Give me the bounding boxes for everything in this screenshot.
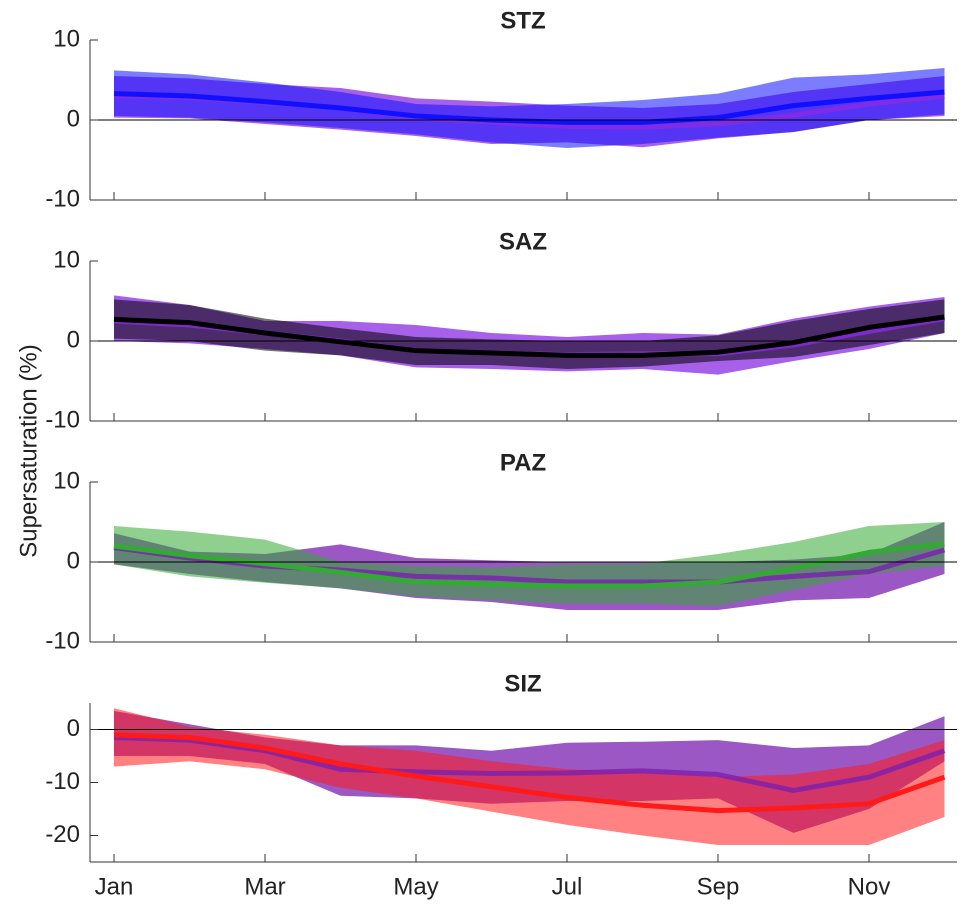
y-tick-label: 10 bbox=[53, 25, 80, 52]
panel-title: SAZ bbox=[499, 228, 547, 255]
x-tick-label: Nov bbox=[848, 873, 891, 900]
panel-title: SIZ bbox=[504, 670, 541, 697]
mean-line bbox=[113, 314, 945, 358]
x-tick-label: Mar bbox=[244, 873, 285, 900]
x-tick-label: Sep bbox=[697, 873, 740, 900]
band bbox=[114, 299, 945, 369]
panel-title: PAZ bbox=[500, 449, 546, 476]
y-tick-label: 0 bbox=[67, 547, 80, 574]
band bbox=[114, 68, 945, 148]
mean-line bbox=[113, 89, 945, 125]
y-tick-label: 0 bbox=[67, 326, 80, 353]
y-tick-label: 0 bbox=[67, 105, 80, 132]
y-tick-label: -10 bbox=[45, 768, 80, 795]
y-tick-label: -10 bbox=[45, 627, 80, 654]
mean-line bbox=[113, 732, 946, 814]
band bbox=[114, 522, 945, 606]
y-axis-label: Supersaturation (%) bbox=[15, 344, 42, 557]
x-tick-label: Jan bbox=[95, 873, 134, 900]
x-tick-label: May bbox=[393, 873, 438, 900]
panel-title: STZ bbox=[500, 7, 545, 34]
y-tick-label: 10 bbox=[53, 467, 80, 494]
y-tick-label: 0 bbox=[67, 715, 80, 742]
y-tick-label: 10 bbox=[53, 246, 80, 273]
mean-line bbox=[113, 734, 946, 793]
y-tick-label: -20 bbox=[45, 821, 80, 848]
band bbox=[114, 708, 945, 846]
x-tick-label: Jul bbox=[552, 873, 583, 900]
y-tick-label: -10 bbox=[45, 406, 80, 433]
y-tick-label: -10 bbox=[45, 185, 80, 212]
